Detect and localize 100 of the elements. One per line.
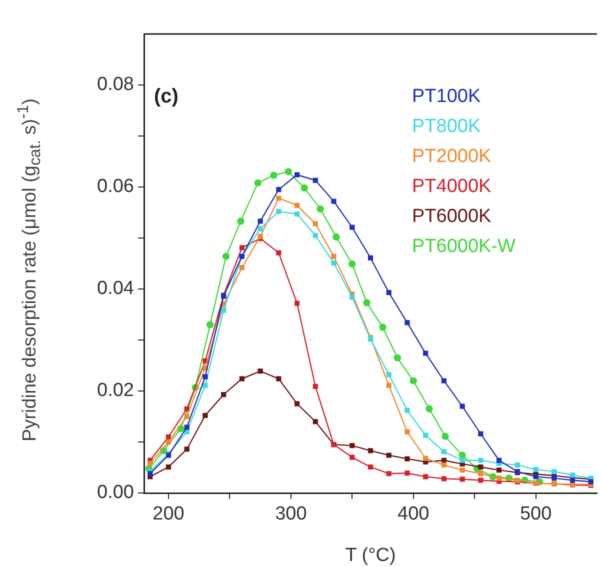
point — [460, 458, 465, 463]
point — [316, 205, 324, 213]
point — [570, 472, 576, 478]
point — [533, 466, 538, 472]
point — [294, 401, 300, 406]
point — [423, 432, 428, 438]
point — [533, 474, 538, 480]
x-tick-label: 500 — [520, 504, 552, 525]
point — [331, 198, 336, 204]
point — [350, 224, 355, 230]
point — [478, 471, 484, 476]
point — [276, 187, 282, 192]
point — [460, 404, 465, 409]
point — [312, 384, 318, 389]
point — [221, 392, 226, 398]
point — [423, 350, 428, 356]
text: PT6000K — [412, 206, 492, 228]
point — [410, 377, 417, 384]
point — [184, 424, 190, 430]
point — [239, 265, 244, 270]
point — [386, 290, 392, 296]
point — [442, 432, 449, 440]
point — [312, 419, 318, 424]
point — [202, 382, 208, 388]
point — [423, 474, 428, 480]
point — [441, 462, 447, 468]
point — [206, 321, 214, 328]
point — [184, 446, 190, 452]
point — [426, 405, 433, 412]
point — [284, 168, 292, 176]
y-tick-label: 0.08 — [97, 74, 134, 96]
point — [478, 431, 484, 436]
point — [166, 434, 172, 440]
point — [363, 299, 370, 306]
point — [148, 460, 153, 466]
point — [379, 324, 386, 331]
point — [350, 443, 355, 448]
point — [166, 439, 172, 445]
point — [276, 196, 282, 201]
point — [350, 454, 355, 460]
x-tick-label: 200 — [152, 504, 184, 525]
point — [239, 245, 244, 250]
point — [348, 260, 356, 268]
point — [588, 479, 594, 484]
point — [312, 221, 318, 226]
point — [294, 172, 300, 178]
point — [552, 469, 557, 474]
point — [423, 456, 428, 461]
point — [368, 448, 374, 454]
point — [386, 452, 392, 458]
text: PT6000K-W — [412, 236, 516, 258]
point — [404, 470, 410, 476]
point — [478, 458, 484, 463]
point — [294, 202, 300, 208]
point — [276, 250, 282, 256]
point — [404, 429, 410, 434]
point — [386, 372, 392, 378]
text: PT2000K — [412, 146, 492, 168]
point — [394, 354, 402, 362]
point — [478, 464, 484, 470]
point — [294, 300, 300, 306]
point — [441, 476, 447, 482]
point — [404, 456, 410, 462]
point — [332, 233, 340, 241]
y-tick-label: 0.02 — [97, 380, 134, 402]
x-tick-label: 400 — [398, 504, 430, 525]
annotation: (c) — [154, 86, 178, 108]
text: PT100K — [412, 86, 481, 108]
point — [404, 408, 410, 413]
point — [184, 414, 190, 420]
point — [221, 308, 226, 313]
y-tick-label: 0.00 — [97, 482, 134, 504]
point — [276, 208, 282, 214]
point — [222, 252, 230, 260]
point — [496, 468, 502, 473]
point — [202, 412, 208, 418]
point — [350, 294, 355, 300]
y-tick-label: 0.04 — [97, 278, 134, 300]
point — [294, 211, 300, 217]
point — [276, 376, 282, 382]
point — [270, 172, 278, 179]
point — [312, 178, 318, 183]
point — [478, 478, 484, 483]
point — [460, 476, 465, 482]
point — [496, 476, 502, 481]
point — [386, 471, 392, 476]
point — [368, 255, 374, 260]
point — [404, 320, 410, 326]
point — [300, 184, 308, 192]
point — [312, 232, 318, 238]
point — [166, 464, 172, 470]
x-tick-label: 300 — [275, 504, 307, 525]
y-tick-label: 0.06 — [97, 176, 134, 198]
point — [202, 374, 208, 380]
point — [460, 468, 465, 473]
point — [368, 464, 374, 470]
point — [552, 476, 557, 481]
point — [386, 382, 392, 388]
point — [514, 462, 520, 468]
x-axis-title: T (°C) — [345, 544, 396, 566]
